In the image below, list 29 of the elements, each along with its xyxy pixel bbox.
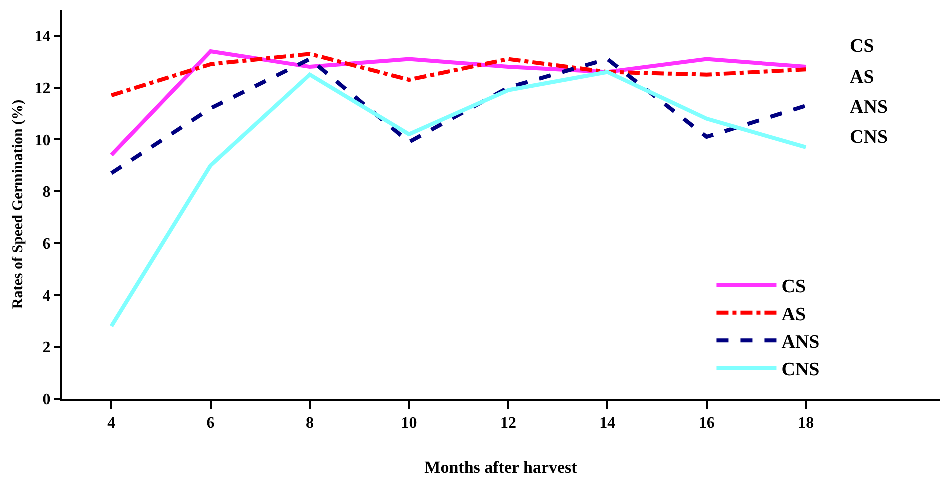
y-tick-label: 10 (34, 132, 51, 150)
line-series (110, 52, 808, 98)
legend-label: AS (782, 304, 806, 326)
x-tick-label: 14 (600, 415, 616, 432)
y-tick-label: 8 (42, 184, 51, 202)
annotation: AS (850, 67, 874, 88)
legend-label: CS (782, 276, 806, 298)
annotation: CS (850, 36, 874, 57)
y-tick-label: 4 (42, 288, 51, 305)
x-tick-label: 8 (306, 415, 314, 432)
annotation: ANS (850, 97, 888, 118)
x-tick-label: 6 (206, 415, 215, 432)
legend-label: ANS (782, 332, 820, 353)
annotation: CNS (850, 127, 888, 148)
x-tick-label: 16 (698, 415, 715, 432)
y-axis-title: Rates of Speed Germination (%) (10, 100, 27, 310)
x-tick-label: 12 (500, 415, 516, 432)
y-tick-label: 0 (42, 392, 51, 409)
y-tick-label: 14 (34, 28, 51, 46)
line-series (110, 70, 808, 328)
x-axis-title: Months after harvest (424, 458, 578, 478)
line-series (110, 57, 808, 176)
legend-label: CNS (782, 360, 820, 381)
x-tick-label: 10 (401, 415, 418, 432)
y-tick-label: 12 (34, 80, 51, 98)
x-tick-label: 4 (108, 415, 116, 432)
y-tick-label: 6 (42, 236, 51, 253)
y-tick-label: 2 (42, 340, 51, 357)
x-tick-label: 18 (798, 415, 814, 432)
